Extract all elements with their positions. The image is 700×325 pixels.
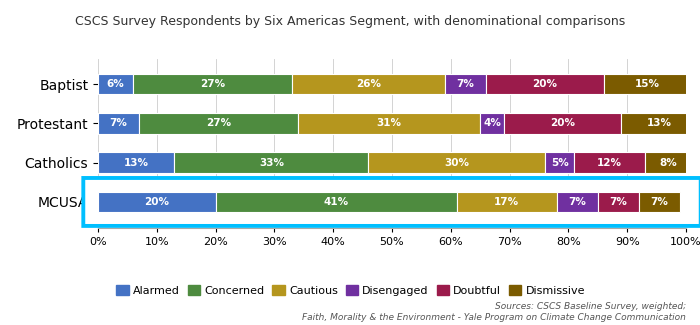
Text: 7%: 7% xyxy=(456,79,475,89)
Text: 13%: 13% xyxy=(647,118,672,128)
Text: 41%: 41% xyxy=(323,197,349,207)
Bar xyxy=(98,192,216,212)
Text: 7%: 7% xyxy=(568,197,586,207)
Bar xyxy=(133,74,292,94)
Text: 4%: 4% xyxy=(483,118,501,128)
Bar xyxy=(556,192,598,212)
Text: 15%: 15% xyxy=(636,79,660,89)
Text: 7%: 7% xyxy=(110,118,127,128)
Bar xyxy=(445,74,486,94)
Text: 27%: 27% xyxy=(206,118,231,128)
Bar xyxy=(139,113,298,134)
Bar xyxy=(622,113,698,134)
Text: 7%: 7% xyxy=(610,197,627,207)
Bar xyxy=(545,152,574,173)
Text: 17%: 17% xyxy=(494,197,519,207)
Bar xyxy=(368,152,545,173)
Bar xyxy=(598,192,639,212)
Text: Sources: CSCS Baseline Survey, weighted;
Faith, Morality & the Environment - Yal: Sources: CSCS Baseline Survey, weighted;… xyxy=(302,302,686,322)
Bar xyxy=(639,192,680,212)
Bar xyxy=(216,192,456,212)
Text: 41%: 41% xyxy=(323,197,349,207)
Bar xyxy=(292,74,445,94)
Text: 5%: 5% xyxy=(551,158,568,168)
Legend: Alarmed, Concerned, Cautious, Disengaged, Doubtful, Dismissive: Alarmed, Concerned, Cautious, Disengaged… xyxy=(112,280,589,300)
Text: 7%: 7% xyxy=(568,197,586,207)
Bar xyxy=(639,192,680,212)
Bar xyxy=(504,113,622,134)
Text: 7%: 7% xyxy=(610,197,627,207)
Bar xyxy=(480,113,504,134)
Bar xyxy=(98,74,133,94)
Bar xyxy=(645,152,692,173)
FancyBboxPatch shape xyxy=(83,178,700,226)
Text: 31%: 31% xyxy=(377,118,402,128)
Text: 8%: 8% xyxy=(659,158,677,168)
Bar xyxy=(456,192,556,212)
Bar xyxy=(556,192,598,212)
Text: 20%: 20% xyxy=(550,118,575,128)
Bar xyxy=(98,113,139,134)
Text: 6%: 6% xyxy=(107,79,125,89)
Text: 26%: 26% xyxy=(356,79,381,89)
Bar xyxy=(98,152,174,173)
Bar xyxy=(486,74,603,94)
Text: 20%: 20% xyxy=(144,197,169,207)
Text: CSCS Survey Respondents by Six Americas Segment, with denominational comparisons: CSCS Survey Respondents by Six Americas … xyxy=(75,15,625,28)
Text: 33%: 33% xyxy=(259,158,284,168)
Text: 30%: 30% xyxy=(444,158,469,168)
Bar xyxy=(456,192,556,212)
Bar xyxy=(298,113,480,134)
Text: 27%: 27% xyxy=(200,79,225,89)
Bar xyxy=(574,152,645,173)
Text: 17%: 17% xyxy=(494,197,519,207)
Bar xyxy=(603,74,692,94)
Text: 7%: 7% xyxy=(650,197,668,207)
Text: 12%: 12% xyxy=(597,158,622,168)
Bar xyxy=(598,192,639,212)
Bar xyxy=(216,192,456,212)
Bar xyxy=(98,192,216,212)
Text: 13%: 13% xyxy=(124,158,148,168)
Text: 20%: 20% xyxy=(533,79,557,89)
Text: 20%: 20% xyxy=(144,197,169,207)
Bar xyxy=(174,152,368,173)
Text: 7%: 7% xyxy=(650,197,668,207)
